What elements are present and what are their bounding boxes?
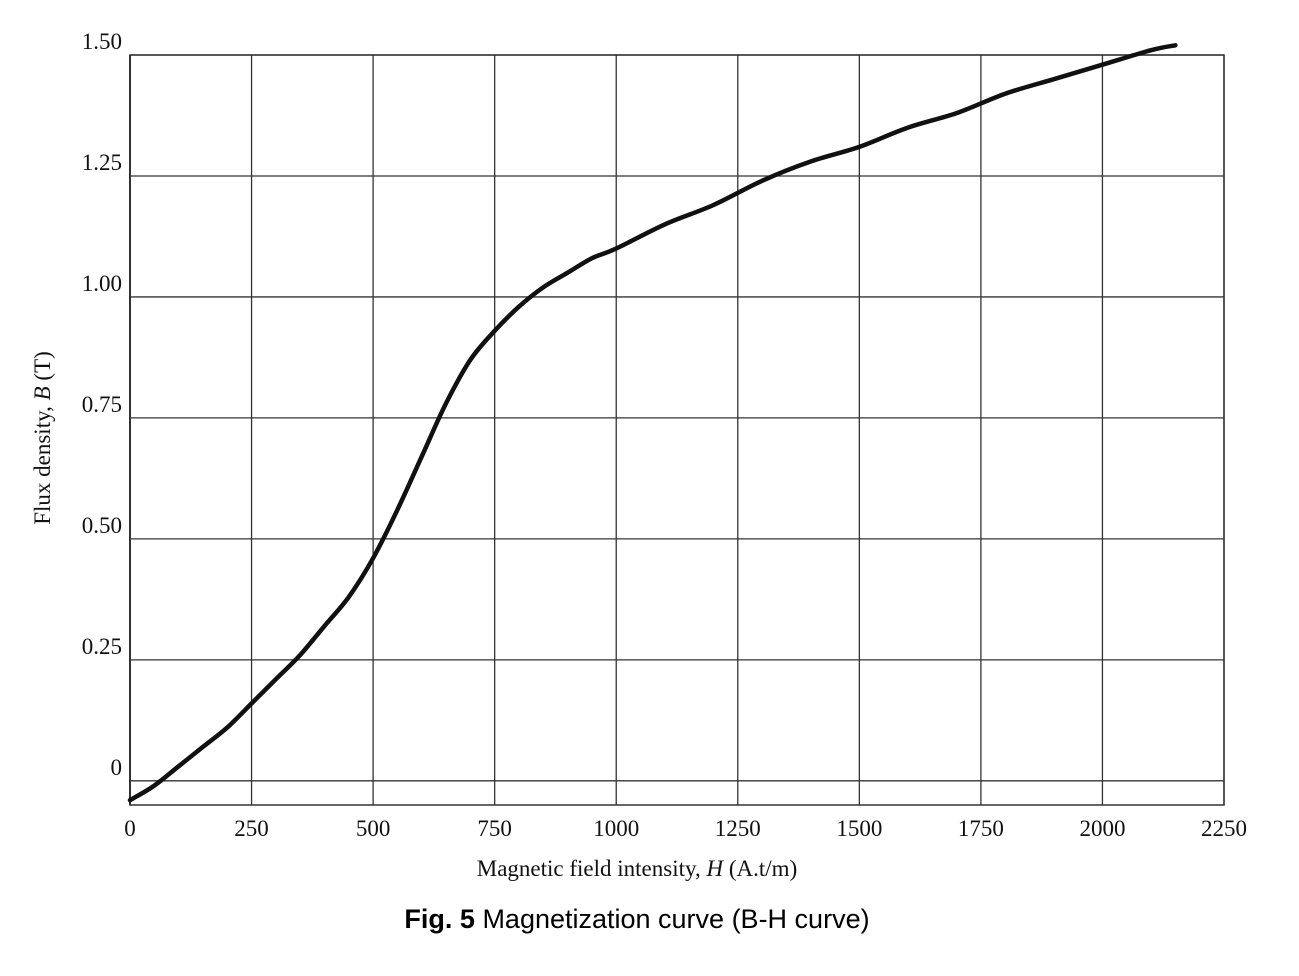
x-tick-label: 750 bbox=[477, 816, 512, 841]
x-tick-label: 2250 bbox=[1201, 816, 1247, 841]
y-tick-label: 0 bbox=[111, 755, 123, 780]
y-axis-title-unit: (T) bbox=[30, 351, 55, 386]
x-tick-label: 1250 bbox=[715, 816, 761, 841]
x-axis-title-symbol: H bbox=[706, 856, 725, 881]
bh-curve-line bbox=[127, 43, 1178, 803]
chart-background bbox=[0, 0, 1299, 900]
x-tick-label: 250 bbox=[234, 816, 269, 841]
figure-caption: Fig. 5 Magnetization curve (B-H curve) bbox=[0, 904, 1274, 935]
y-axis-title-symbol: B bbox=[30, 386, 55, 400]
y-tick-label: 0.50 bbox=[82, 513, 122, 538]
x-tick-label: 2000 bbox=[1079, 816, 1125, 841]
x-axis-title-unit: (A.t/m) bbox=[723, 856, 797, 881]
x-axis-title-prefix: Magnetic field intensity, bbox=[477, 856, 707, 881]
x-tick-label: 1000 bbox=[593, 816, 639, 841]
y-axis-title-prefix: Flux density, bbox=[30, 400, 55, 524]
y-tick-label: 0.75 bbox=[82, 392, 122, 417]
y-tick-label: 1.00 bbox=[82, 271, 122, 296]
grid bbox=[129, 54, 1225, 806]
y-tick-label: 1.50 bbox=[82, 29, 122, 54]
y-tick-label: 1.25 bbox=[82, 150, 122, 175]
x-tick-label: 1750 bbox=[958, 816, 1004, 841]
curve-layer bbox=[127, 43, 1178, 803]
bh-chart: 0 250 500 750 1000 1250 1500 1750 2000 2250 0 0.25 0… bbox=[0, 0, 1299, 900]
x-tick-label: 500 bbox=[356, 816, 391, 841]
x-tick-label: 0 bbox=[124, 816, 136, 841]
caption-label: Fig. 5 bbox=[404, 904, 475, 934]
y-axis-title: Flux density, B (T) bbox=[30, 351, 55, 525]
plot-frame bbox=[129, 54, 1225, 806]
caption-text: Magnetization curve (B-H curve) bbox=[474, 904, 870, 934]
x-axis-title: Magnetic field intensity, H (A.t/m) bbox=[477, 856, 797, 881]
tick-labels: 0 250 500 750 1000 1250 1500 1750 2000 2250 0 0.25 0… bbox=[82, 29, 1247, 841]
y-tick-label: 0.25 bbox=[82, 634, 122, 659]
x-tick-label: 1500 bbox=[836, 816, 882, 841]
